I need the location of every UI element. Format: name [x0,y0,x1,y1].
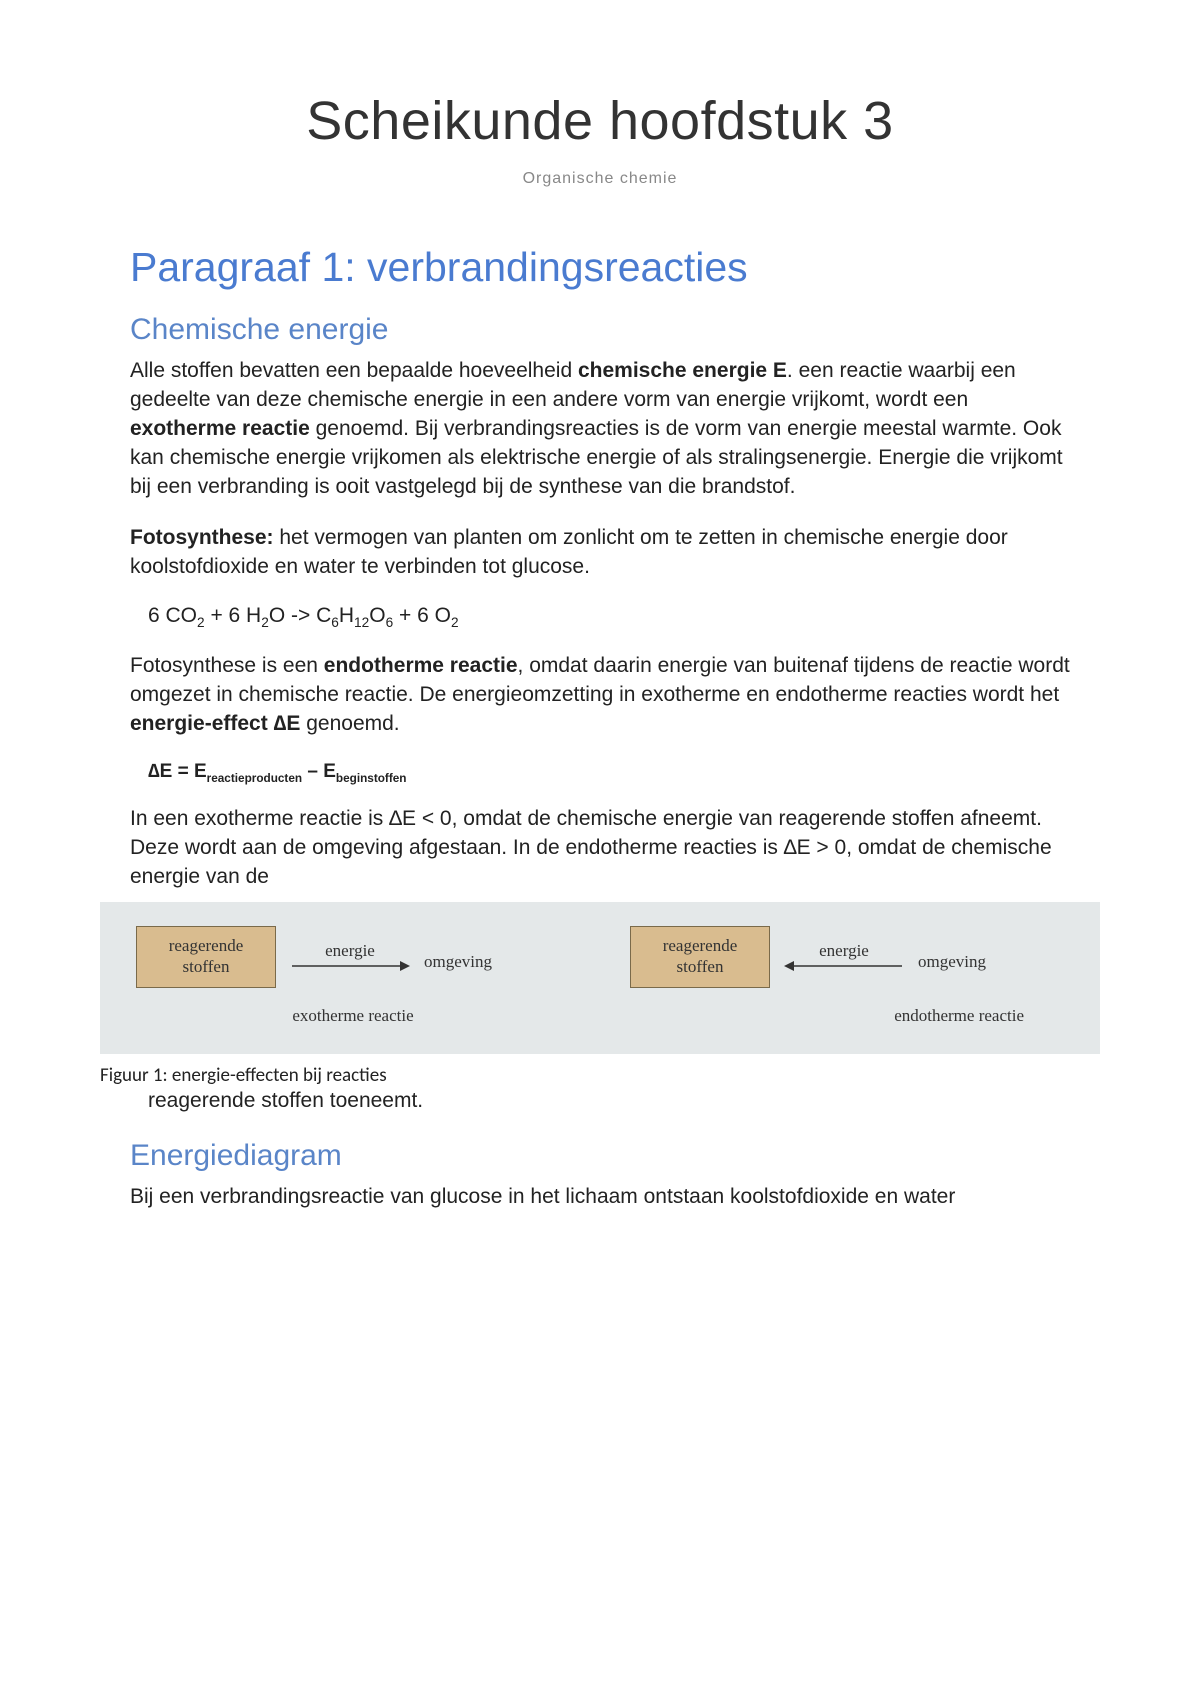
panel-caption: endotherme reactie [630,1006,1064,1026]
reactant-box: reagerende stoffen [630,926,770,989]
document-subtitle: Organische chemie [130,170,1070,188]
arrow-label: energie [819,941,869,961]
arrow-group: energie [290,941,410,973]
box-line: reagerende [151,935,261,956]
figure-1: reagerende stoffen energie omgeving [100,902,1100,1055]
paragraph: In een exotherme reactie is ∆E < 0, omda… [130,805,1070,892]
paragraph: Bij een verbrandingsreactie van glucose … [130,1183,1070,1212]
figure-right-panel: reagerende stoffen energie omgeving [630,926,1064,1027]
figure-body: reagerende stoffen energie omgeving [100,902,1100,1055]
box-line: reagerende [645,935,755,956]
document-title: Scheikunde hoofdstuk 3 [130,90,1070,152]
arrow-label: energie [325,941,375,961]
box-line: stoffen [645,956,755,977]
arrow-group: energie [784,941,904,973]
figure-left-panel: reagerende stoffen energie omgeving [136,926,570,1027]
figure-row: reagerende stoffen energie omgeving [136,926,1064,1027]
subsection-heading: Chemische energie [130,313,1070,347]
paragraph-continuation: reagerende stoffen toeneemt. [148,1089,1070,1113]
target-label: omgeving [918,942,986,972]
chemical-equation: 6 CO2 + 6 H2O -> C6H12O6 + 6 O2 [148,604,1070,630]
panel-caption: exotherme reactie [136,1006,570,1026]
paragraph: Fotosynthese: het vermogen van planten o… [130,524,1070,582]
subsection-heading: Energiediagram [130,1139,1070,1173]
target-label: omgeving [424,942,492,972]
arrow-right-icon [290,959,410,973]
box-line: stoffen [151,956,261,977]
paragraph: Alle stoffen bevatten een bepaalde hoeve… [130,357,1070,502]
document-page: Scheikunde hoofdstuk 3 Organische chemie… [0,0,1200,1697]
figure-caption: Figuur 1: energie-effecten bij reacties [100,1064,1070,1087]
section-heading: Paragraaf 1: verbrandingsreacties [130,244,1070,291]
reactant-box: reagerende stoffen [136,926,276,989]
energy-equation: ∆E = Ereactieproducten – Ebeginstoffen [148,761,1070,785]
arrow-left-icon [784,959,904,973]
paragraph: Fotosynthese is een endotherme reactie, … [130,652,1070,739]
